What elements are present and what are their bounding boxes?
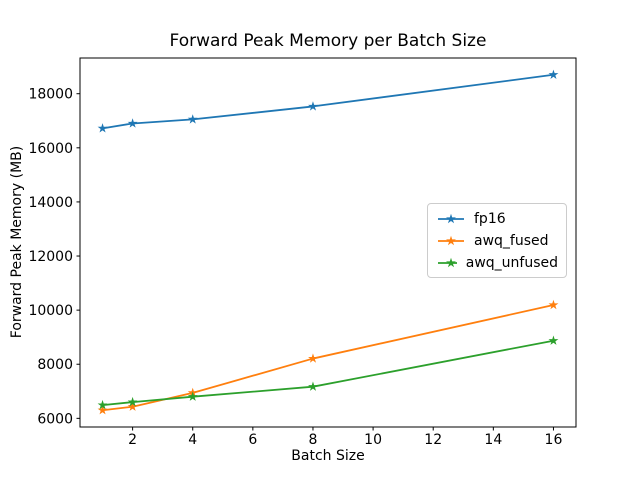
- legend-label: awq_unfused: [465, 254, 558, 271]
- legend-label: fp16: [474, 210, 506, 227]
- data-point-marker: [548, 335, 559, 345]
- series-line-awq_unfused: [101, 339, 555, 406]
- legend-entry-awq_fused: awq_fused: [437, 231, 558, 250]
- legend-entry-fp16: fp16: [437, 209, 558, 228]
- data-point-marker: [548, 299, 559, 310]
- legend-marker-icon: [446, 257, 456, 267]
- data-point-marker: [187, 114, 198, 124]
- data-point-marker: [97, 123, 108, 133]
- series-markers-awq_fused: [97, 299, 559, 415]
- y-tick-label: 6000: [37, 411, 73, 427]
- y-tick-label: 16000: [28, 141, 73, 157]
- data-point-marker: [308, 353, 318, 363]
- data-point-marker: [127, 118, 138, 128]
- y-tick-label: 14000: [28, 195, 73, 211]
- x-tick-label: 10: [364, 432, 382, 448]
- data-point-marker: [308, 381, 318, 391]
- data-point-marker: [97, 405, 108, 415]
- legend: fp16 awq_fused awq_unfused: [427, 203, 567, 278]
- legend-entry-awq_unfused: awq_unfused: [437, 253, 558, 272]
- legend-label: awq_fused: [474, 232, 549, 249]
- legend-line-sample: [438, 235, 464, 245]
- axes-spines: [79, 57, 577, 428]
- y-axis-label: Forward Peak Memory (MB): [9, 145, 25, 339]
- data-point-marker: [127, 401, 138, 411]
- data-point-marker: [548, 69, 559, 79]
- x-tick-label: 16: [545, 432, 563, 448]
- legend-marker-icon: [446, 213, 456, 223]
- x-tick-label: 8: [309, 432, 318, 448]
- x-axis-label: Batch Size: [291, 448, 365, 464]
- y-tick-label: 8000: [37, 357, 73, 373]
- chart-title: Forward Peak Memory per Batch Size: [169, 31, 487, 51]
- x-tick-label: 4: [188, 432, 197, 448]
- data-point-marker: [127, 396, 138, 407]
- legend-line-sample: [438, 213, 464, 223]
- x-tick-label: 2: [128, 432, 137, 448]
- y-tick-label: 10000: [28, 303, 73, 319]
- x-tick-label: 14: [484, 432, 502, 448]
- y-tick-label: 12000: [28, 249, 73, 265]
- axis-ticks: [76, 93, 554, 431]
- legend-marker-icon: [446, 235, 456, 245]
- legend-line-sample: [438, 257, 457, 267]
- y-tick-label: 18000: [28, 87, 73, 103]
- data-point-marker: [308, 101, 318, 111]
- data-point-marker: [187, 391, 198, 401]
- tick-labels: 2 4 6 8 10 12 14 16 6000 8000 10000 12000 14000 16000…: [28, 87, 562, 448]
- series-line-awq_fused: [101, 304, 555, 412]
- x-tick-label: 6: [248, 432, 257, 448]
- x-tick-label: 12: [424, 432, 442, 448]
- series-markers-fp16: [97, 69, 559, 133]
- series-markers-awq_unfused: [97, 335, 559, 410]
- series-line-fp16: [101, 73, 555, 130]
- data-point-marker: [97, 399, 108, 410]
